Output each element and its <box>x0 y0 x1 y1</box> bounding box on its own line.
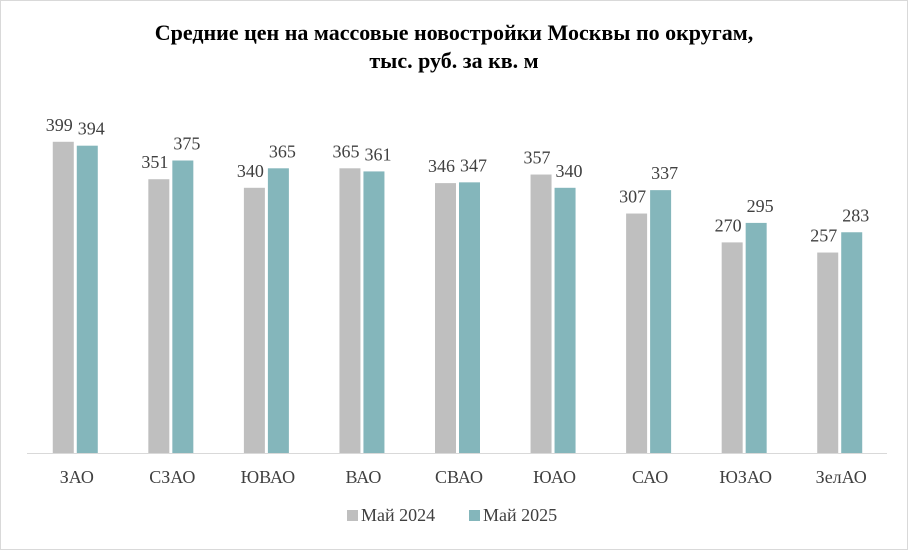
data-label-may-2025-2: 365 <box>269 141 296 161</box>
bar-may-2024-7 <box>721 242 743 453</box>
x-tick-label-6: САО <box>632 467 668 487</box>
x-axis-tick-labels: ЗАО СЗАО ЮВАО ВАО СВАО ЮАО САО ЮЗАО ЗелАО <box>60 467 867 487</box>
bar-may-2025-7 <box>745 222 767 453</box>
bar-may-2024-2 <box>243 187 265 454</box>
bar-may-2025-3 <box>363 171 385 454</box>
bar-may-2024-6 <box>626 213 648 453</box>
data-label-may-2025-4: 347 <box>460 155 487 175</box>
x-tick-label-8: ЗелАО <box>816 467 867 487</box>
bar-may-2025-6 <box>650 190 672 453</box>
bar-may-2025-2 <box>267 168 289 454</box>
bar-may-2024-0 <box>52 141 74 453</box>
x-tick-label-2: ЮВАО <box>241 467 295 487</box>
data-label-may-2024-7: 270 <box>715 215 742 235</box>
bar-may-2024-1 <box>148 179 170 453</box>
data-label-may-2025-5: 340 <box>556 161 583 181</box>
chart-title-line-1: Средние цен на массовые новостройки Моск… <box>155 20 753 45</box>
data-label-may-2024-3: 365 <box>332 141 359 161</box>
chart-title: Средние цен на массовые новостройки Моск… <box>155 20 753 73</box>
chart-title-line-2: тыс. руб. за кв. м <box>369 48 538 73</box>
legend: Май 2024 Май 2025 <box>347 505 557 525</box>
x-tick-label-7: ЮЗАО <box>719 467 772 487</box>
legend-label-may-2024: Май 2024 <box>361 505 435 525</box>
data-label-may-2024-1: 351 <box>141 152 168 172</box>
data-label-may-2024-5: 357 <box>524 148 551 168</box>
data-label-may-2025-6: 337 <box>651 163 678 183</box>
bar-may-2025-8 <box>841 232 863 453</box>
bar-may-2025-4 <box>459 182 480 453</box>
data-label-may-2024-6: 307 <box>619 187 646 207</box>
x-tick-label-3: ВАО <box>345 467 381 487</box>
x-tick-label-1: СЗАО <box>149 467 195 487</box>
bar-may-2024-5 <box>530 174 552 454</box>
bar-may-2024-8 <box>817 252 839 453</box>
x-tick-label-4: СВАО <box>435 467 483 487</box>
data-label-may-2024-0: 399 <box>46 115 73 135</box>
data-label-may-2025-8: 283 <box>842 205 869 225</box>
data-label-may-2025-3: 361 <box>364 144 391 164</box>
data-label-may-2025-1: 375 <box>173 134 200 154</box>
bar-may-2025-5 <box>554 187 576 454</box>
x-tick-label-0: ЗАО <box>60 467 94 487</box>
x-tick-label-5: ЮАО <box>533 467 576 487</box>
legend-label-may-2025: Май 2025 <box>483 505 557 525</box>
data-label-may-2025-0: 394 <box>78 119 105 139</box>
bar-may-2024-3 <box>339 168 361 454</box>
legend-swatch-may-2024 <box>347 510 358 521</box>
legend-swatch-may-2025 <box>469 510 480 521</box>
bar-may-2024-4 <box>435 183 456 453</box>
data-label-may-2024-4: 346 <box>428 156 455 176</box>
data-label-may-2025-7: 295 <box>747 196 774 216</box>
data-label-may-2024-2: 340 <box>237 161 264 181</box>
bar-may-2025-0 <box>76 145 98 453</box>
bar-may-2025-1 <box>172 160 194 453</box>
bars-layer <box>52 141 863 454</box>
data-label-may-2024-8: 257 <box>810 226 837 246</box>
